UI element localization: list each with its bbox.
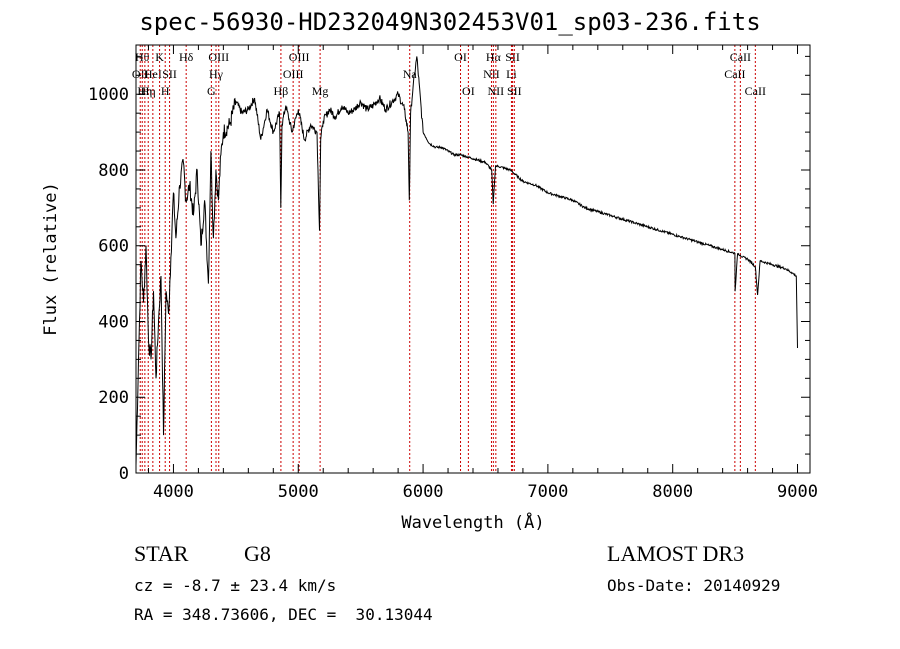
line-marker-label: OIII [208, 50, 229, 64]
line-marker-label: SII [162, 67, 177, 81]
line-marker-label: HeI [144, 67, 162, 81]
x-tick-label: 5000 [278, 482, 319, 502]
spectrum-line [135, 56, 798, 466]
line-marker-label: NII [488, 84, 505, 98]
y-tick-label: 600 [98, 237, 129, 257]
line-marker-label: OI [462, 84, 475, 98]
y-tick-label: 400 [98, 312, 129, 332]
survey-name: LAMOST DR3 [607, 541, 745, 566]
line-marker-label: Hθ [135, 50, 150, 64]
line-marker-label: OI [454, 50, 467, 64]
line-marker-label: Hβ [274, 84, 289, 98]
line-marker-label: Mg [312, 84, 329, 98]
y-tick-label: 800 [98, 161, 129, 181]
y-axis-label: Flux (relative) [41, 182, 61, 336]
line-marker-label: CaII [724, 67, 745, 81]
line-marker-label: Li [506, 67, 517, 81]
line-markers: OIIHθHηHηHeIKHSIIHδGHγOIIIHβOIIIOIIIMgNa… [132, 45, 766, 473]
series-group [135, 56, 798, 466]
redshift-cz: cz = -8.7 ± 23.4 km/s [134, 576, 337, 595]
object-subclass: G8 [244, 541, 271, 566]
coordinates: RA = 348.73606, DEC = 30.13044 [134, 605, 433, 624]
line-marker-label: CaII [745, 84, 766, 98]
x-tick-label: 8000 [652, 482, 693, 502]
line-marker-label: SII [507, 84, 522, 98]
line-marker-label: NII [483, 67, 500, 81]
y-tick-label: 200 [98, 388, 129, 408]
line-marker-label: H [161, 84, 170, 98]
object-class: STAR [134, 541, 189, 566]
line-marker-label: G [207, 84, 216, 98]
line-marker-label: K [155, 50, 164, 64]
y-tick-label: 0 [119, 464, 129, 484]
line-marker-label: Hη [141, 84, 156, 98]
axes-group: 4000 5000 6000 7000 8000 9000 0 200 400 600 800 100… [88, 45, 818, 502]
line-marker-label: OIII [289, 50, 310, 64]
line-marker-label: Hγ [209, 67, 224, 81]
plot-frame [135, 44, 811, 474]
line-marker-label: Hδ [179, 50, 194, 64]
y-tick-label: 1000 [88, 85, 129, 105]
x-axis-label: Wavelength (Å) [401, 511, 544, 533]
line-marker-label: SII [505, 50, 520, 64]
line-marker-label: OIII [283, 67, 304, 81]
x-tick-label: 9000 [777, 482, 818, 502]
line-marker-label: CaII [730, 50, 751, 64]
obs-date: Obs-Date: 20140929 [607, 576, 781, 595]
line-marker-label: Hα [486, 50, 502, 64]
x-tick-label: 6000 [403, 482, 444, 502]
chart-title: spec-56930-HD232049N302453V01_sp03-236.f… [139, 8, 761, 36]
x-tick-label: 4000 [153, 482, 194, 502]
x-tick-label: 7000 [527, 482, 568, 502]
